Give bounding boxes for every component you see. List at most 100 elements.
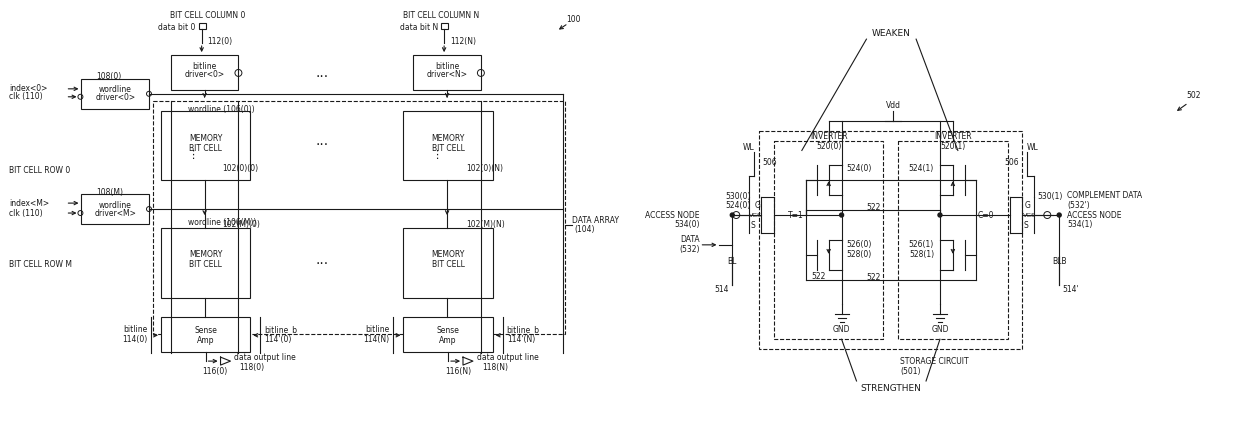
Text: BL: BL [728, 257, 737, 266]
Text: 530(0): 530(0) [725, 192, 751, 201]
Text: ⋮: ⋮ [430, 150, 441, 161]
Text: 100: 100 [567, 15, 580, 24]
Text: (532'): (532') [1068, 201, 1090, 209]
Text: 506: 506 [763, 158, 776, 167]
Text: 114(N): 114(N) [363, 335, 389, 344]
Bar [198, 23, 206, 29]
Text: BIT CELL: BIT CELL [190, 260, 222, 269]
Text: bitline_b: bitline_b [264, 325, 298, 334]
Circle shape [730, 213, 734, 217]
Text: 502: 502 [1187, 91, 1200, 100]
Text: 108(0): 108(0) [97, 73, 122, 81]
Text: STRENGTHEN: STRENGTHEN [861, 385, 921, 393]
Bar [171, 55, 238, 90]
Text: 108(M): 108(M) [95, 188, 123, 197]
Text: 524(0): 524(0) [847, 164, 872, 173]
Text: C=0: C=0 [977, 210, 994, 220]
Text: 118(0): 118(0) [239, 363, 264, 371]
Circle shape [1058, 213, 1061, 217]
Text: BIT CELL ROW M: BIT CELL ROW M [9, 260, 72, 269]
Text: data bit 0: data bit 0 [159, 23, 196, 32]
Text: clk (110): clk (110) [9, 92, 42, 101]
Bar [441, 23, 448, 29]
Text: 520(0): 520(0) [816, 142, 842, 151]
Text: Sense: Sense [436, 326, 460, 335]
Bar [413, 55, 481, 90]
Text: 118(N): 118(N) [482, 363, 508, 371]
Text: 102(M)(N): 102(M)(N) [466, 220, 505, 230]
Text: BIT CELL COLUMN 0: BIT CELL COLUMN 0 [170, 11, 246, 20]
Bar [161, 111, 250, 180]
Text: 102(0)(0): 102(0)(0) [222, 164, 259, 173]
Text: 526(1): 526(1) [909, 240, 934, 249]
Text: WEAKEN: WEAKEN [872, 29, 910, 38]
Text: Amp: Amp [439, 336, 456, 345]
Text: ACCESS NODE: ACCESS NODE [645, 210, 699, 220]
Text: INVERTER: INVERTER [810, 132, 847, 141]
Text: MEMORY: MEMORY [188, 250, 222, 259]
Text: COMPLEMENT DATA: COMPLEMENT DATA [1068, 191, 1142, 200]
Text: 522: 522 [867, 273, 880, 282]
Text: data output line: data output line [234, 352, 296, 362]
Text: data bit N: data bit N [401, 23, 438, 32]
Text: clk (110): clk (110) [9, 209, 42, 217]
Text: VGS: VGS [1023, 213, 1035, 217]
Text: ⋮: ⋮ [187, 150, 198, 161]
Text: 524(1): 524(1) [909, 164, 934, 173]
Text: wordline (106(M)): wordline (106(M)) [187, 219, 257, 227]
Text: driver<N>: driver<N> [427, 70, 467, 80]
Text: BIT CELL ROW 0: BIT CELL ROW 0 [9, 166, 71, 175]
Text: STORAGE CIRCUIT: STORAGE CIRCUIT [900, 356, 968, 366]
Text: BLB: BLB [1052, 257, 1066, 266]
Text: BIT CELL: BIT CELL [432, 260, 465, 269]
Bar [774, 140, 883, 339]
Text: wordline (106(0)): wordline (106(0)) [187, 105, 254, 114]
Text: 114'(N): 114'(N) [507, 335, 534, 344]
Circle shape [937, 213, 942, 217]
Text: index<M>: index<M> [9, 198, 50, 208]
Text: 524(0): 524(0) [725, 201, 751, 209]
Text: S: S [1023, 221, 1028, 231]
Text: INVERTER: INVERTER [934, 132, 972, 141]
Text: GND: GND [833, 325, 851, 334]
Text: 534(0): 534(0) [675, 220, 699, 230]
Text: 116(0): 116(0) [202, 367, 228, 376]
Text: MEMORY: MEMORY [432, 134, 465, 143]
Bar [403, 111, 492, 180]
Text: driver<M>: driver<M> [94, 209, 136, 217]
Text: bitline: bitline [123, 325, 148, 334]
Text: bitline: bitline [435, 62, 459, 71]
Text: BIT CELL: BIT CELL [432, 144, 465, 153]
Text: 522: 522 [811, 272, 826, 281]
Text: 114'(0): 114'(0) [264, 335, 291, 344]
Text: 520(1): 520(1) [940, 142, 966, 151]
Text: T=1: T=1 [789, 210, 804, 220]
Text: 530(1): 530(1) [1038, 192, 1063, 201]
Text: 526(0): 526(0) [847, 240, 872, 249]
Text: (501): (501) [900, 367, 921, 376]
Text: 534(1): 534(1) [1068, 220, 1092, 230]
Bar [403, 317, 492, 352]
Text: 514: 514 [714, 285, 729, 294]
Text: ...: ... [315, 66, 329, 80]
Text: 522: 522 [867, 202, 880, 212]
Text: wordline: wordline [99, 201, 131, 209]
Text: 506: 506 [1004, 158, 1019, 167]
Text: BIT CELL COLUMN N: BIT CELL COLUMN N [403, 11, 480, 20]
Text: DATA: DATA [680, 235, 699, 244]
Text: 102(0)(N): 102(0)(N) [466, 164, 503, 173]
Text: 114(0): 114(0) [122, 335, 148, 344]
Text: 528(0): 528(0) [847, 250, 872, 259]
Bar [898, 140, 1008, 339]
Text: WL: WL [1027, 143, 1038, 152]
Text: WL: WL [743, 143, 754, 152]
Text: (104): (104) [574, 225, 595, 235]
Text: VGS: VGS [749, 213, 761, 217]
Text: BIT CELL: BIT CELL [190, 144, 222, 153]
Text: Sense: Sense [195, 326, 217, 335]
Text: driver<0>: driver<0> [185, 70, 224, 80]
Text: bitline: bitline [192, 62, 217, 71]
Text: driver<0>: driver<0> [95, 93, 135, 102]
Bar [82, 79, 149, 109]
Text: 102(M)(0): 102(M)(0) [222, 220, 260, 230]
